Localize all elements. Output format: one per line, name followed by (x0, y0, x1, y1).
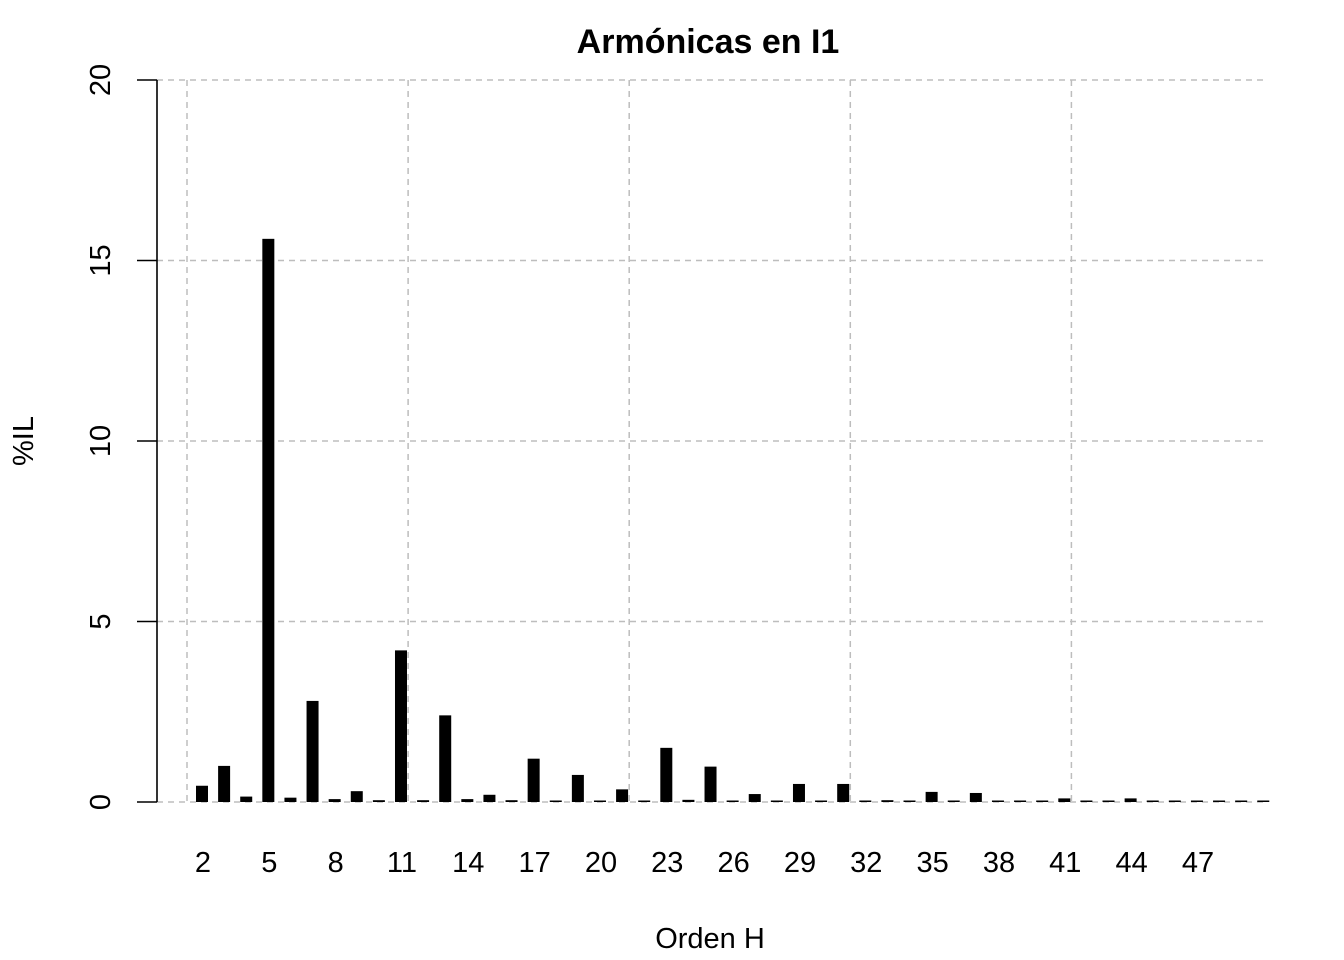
bar-h15 (483, 794, 496, 802)
bar-h34 (903, 800, 916, 802)
bar-h48 (1213, 800, 1226, 802)
bar-h43 (1102, 800, 1115, 802)
bar-h37 (969, 792, 982, 802)
bar-h41 (1058, 798, 1071, 802)
bar-h27 (748, 794, 761, 802)
bar-h30 (815, 800, 828, 802)
x-tick-label: 11 (387, 847, 417, 879)
bar-h7 (306, 700, 319, 802)
bar-h10 (372, 800, 385, 802)
x-tick-label: 2 (195, 847, 211, 879)
y-tick-label: 5 (85, 613, 117, 629)
bar-h46 (1168, 800, 1181, 802)
x-tick-label: 44 (1115, 847, 1147, 879)
bar-h28 (770, 800, 783, 802)
y-axis-label: %IL (8, 416, 40, 466)
bar-h49 (1235, 800, 1248, 802)
x-tick-label: 32 (850, 847, 882, 879)
bar-h2 (196, 785, 208, 802)
x-tick-label: 35 (916, 847, 948, 879)
bar-h5 (262, 238, 275, 803)
x-tick-label: 29 (784, 847, 816, 879)
bar-h33 (881, 800, 894, 802)
x-tick-label: 14 (452, 847, 484, 879)
bar-h47 (1190, 800, 1203, 802)
bar-h21 (616, 789, 629, 802)
bar-h25 (704, 766, 717, 802)
bar-h23 (660, 747, 673, 802)
x-axis: 2 5 8 11 14 17 20 23 26 29 32 35 38 41 44 47 (195, 847, 1214, 879)
bar-h8 (328, 799, 341, 802)
bar-h35 (925, 791, 938, 802)
bar-h38 (991, 800, 1004, 802)
bar-h31 (837, 783, 850, 802)
bar-h50 (1257, 800, 1270, 802)
bar-h24 (682, 799, 695, 802)
bar-h36 (947, 800, 960, 802)
y-tick-label: 0 (85, 794, 117, 810)
bar-h3 (218, 765, 231, 802)
y-tick-label: 10 (85, 425, 117, 457)
chart-title: Armónicas en I1 (577, 23, 840, 61)
x-tick-label: 23 (651, 847, 683, 879)
x-tick-label: 38 (983, 847, 1015, 879)
grid (157, 79, 1265, 803)
bar-h13 (439, 715, 452, 802)
x-tick-label: 20 (585, 847, 617, 879)
bar-h12 (417, 800, 430, 802)
bar-h9 (350, 791, 363, 802)
bars (196, 238, 1270, 803)
x-tick-label: 41 (1049, 847, 1081, 879)
bar-h14 (461, 799, 474, 802)
bar-h40 (1036, 800, 1049, 802)
x-tick-label: 17 (519, 847, 551, 879)
bar-h29 (792, 783, 805, 802)
bar-h18 (549, 800, 562, 802)
bar-h45 (1146, 800, 1159, 802)
bar-h4 (240, 796, 253, 802)
y-tick-label: 15 (85, 244, 117, 276)
bar-h19 (571, 774, 584, 802)
bar-h44 (1124, 798, 1137, 802)
bar-h42 (1080, 800, 1093, 802)
x-tick-label: 47 (1182, 847, 1214, 879)
bar-h26 (726, 800, 739, 802)
bar-h20 (593, 800, 606, 802)
bar-h11 (394, 650, 407, 802)
bar-h39 (1014, 800, 1027, 802)
y-axis: 0 5 10 15 20 (85, 64, 158, 810)
bar-h32 (859, 800, 872, 802)
bar-h16 (505, 800, 518, 802)
y-tick-label: 20 (85, 64, 117, 96)
bar-h22 (638, 800, 651, 802)
x-tick-label: 26 (718, 847, 750, 879)
x-axis-label: Orden H (655, 923, 765, 955)
bar-h17 (527, 758, 540, 802)
x-tick-label: 8 (328, 847, 344, 879)
bar-h6 (284, 797, 297, 802)
x-tick-label: 5 (261, 847, 277, 879)
